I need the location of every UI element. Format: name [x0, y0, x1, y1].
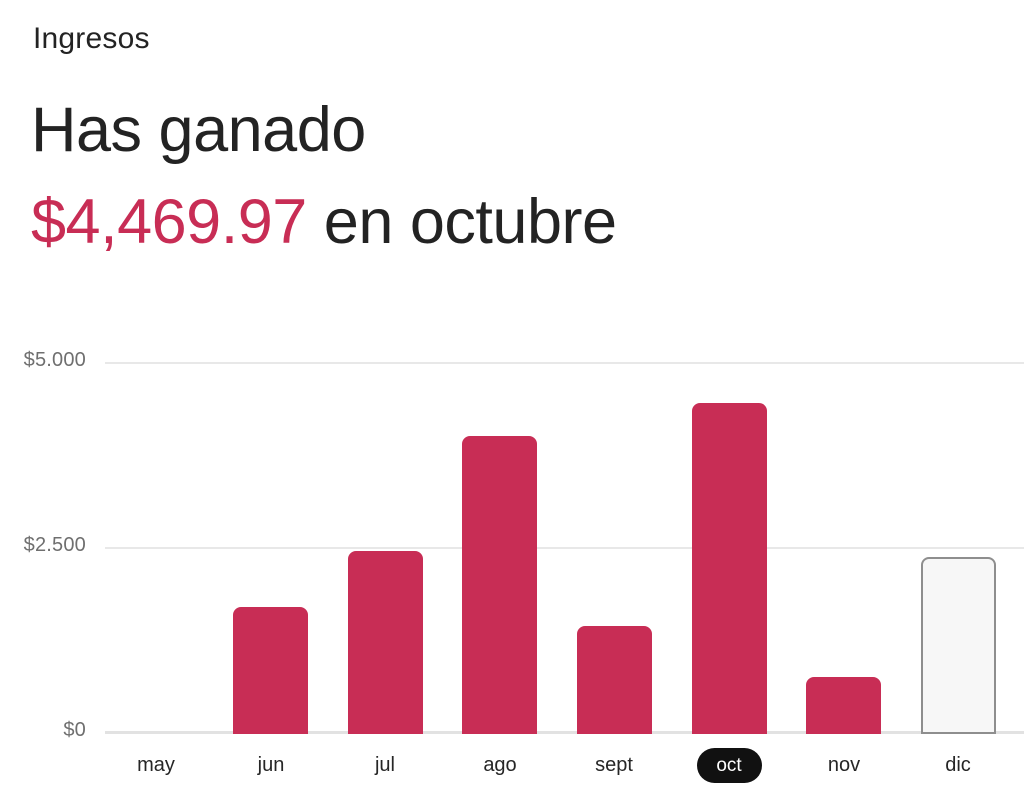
bar-nov[interactable]	[806, 677, 881, 734]
bar-oct[interactable]	[692, 403, 767, 734]
month-label-dic[interactable]: dic	[945, 754, 971, 776]
month-label-oct[interactable]: oct	[671, 747, 787, 783]
headline-line1: Has ganado	[31, 95, 366, 165]
bar-jul[interactable]	[348, 551, 423, 734]
month-label-jul[interactable]: jul	[374, 754, 395, 776]
month-label-nov[interactable]: nov	[827, 754, 861, 776]
x-axis-baseline	[105, 731, 1024, 734]
page-title: Ingresos	[33, 22, 150, 55]
bar-ago[interactable]	[462, 436, 537, 734]
y-axis-tick-label: $5.000	[23, 349, 86, 371]
y-axis-tick-label: $2.500	[23, 534, 86, 556]
month-label-jun[interactable]: jun	[257, 754, 285, 776]
gridline	[105, 362, 1024, 364]
selected-month-pill[interactable]: oct	[696, 748, 762, 783]
bar-jun[interactable]	[233, 607, 308, 734]
earnings-amount: $4,469.97	[31, 187, 307, 257]
earnings-headline: Has ganado $4,469.97 en octubre	[31, 84, 617, 268]
y-axis-tick-label: $0	[63, 719, 86, 741]
month-label-may[interactable]: may	[137, 754, 175, 776]
gridline	[105, 547, 1024, 549]
month-label-sept[interactable]: sept	[595, 754, 633, 776]
bar-sept[interactable]	[577, 626, 652, 734]
headline-line2-suffix: en octubre	[306, 187, 617, 257]
bar-projected-dic[interactable]	[921, 557, 996, 734]
month-label-ago[interactable]: ago	[483, 754, 517, 776]
